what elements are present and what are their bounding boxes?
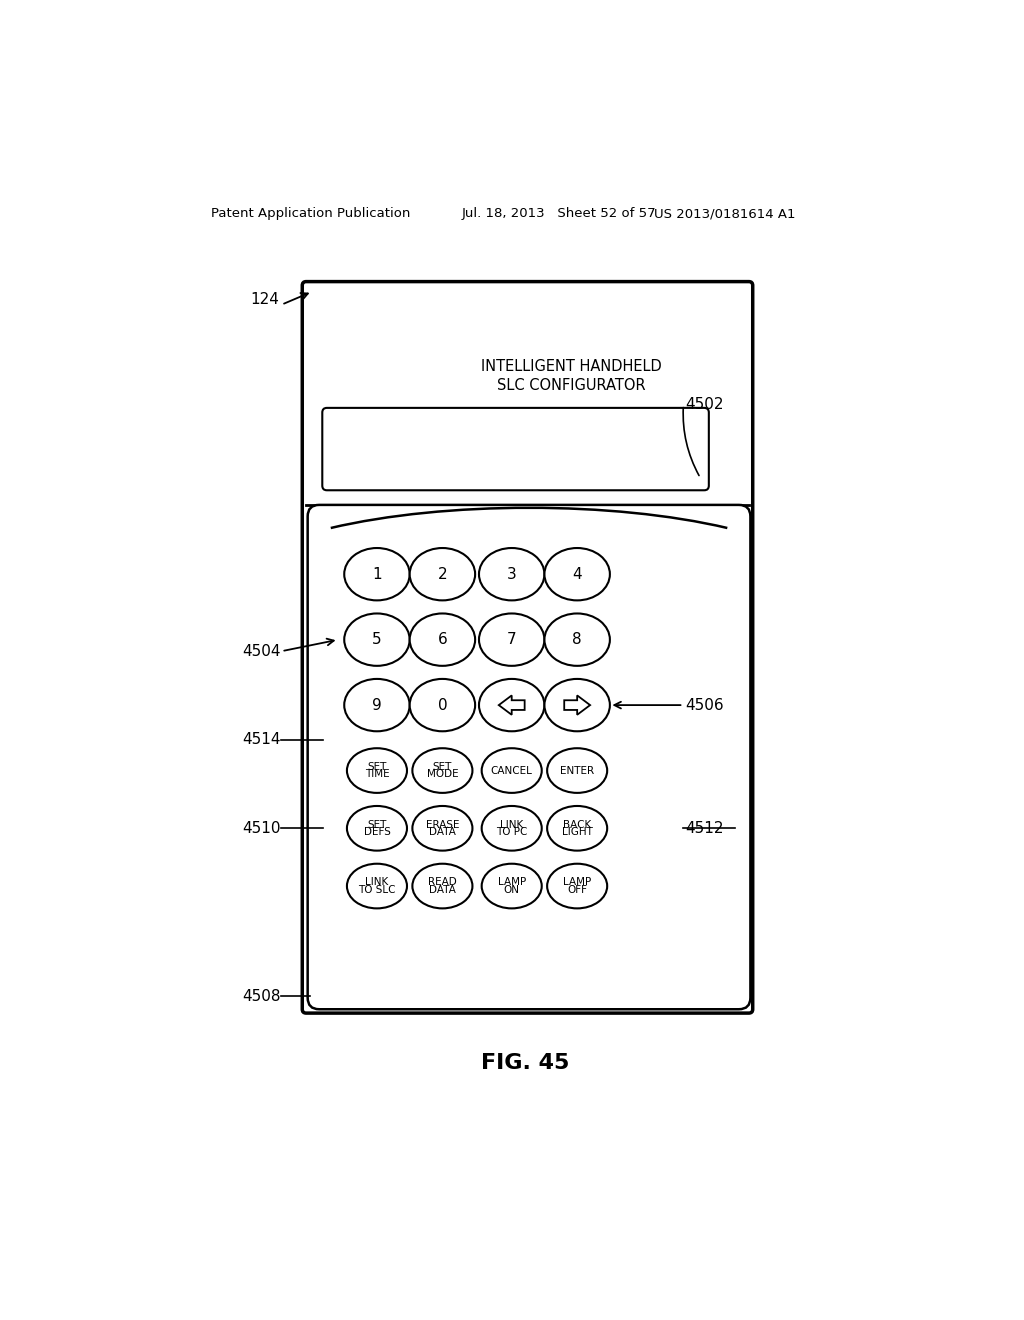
Ellipse shape bbox=[545, 548, 610, 601]
Ellipse shape bbox=[479, 548, 545, 601]
Text: OFF: OFF bbox=[567, 884, 587, 895]
Text: SLC CONFIGURATOR: SLC CONFIGURATOR bbox=[498, 378, 646, 393]
Text: 4506: 4506 bbox=[685, 697, 724, 713]
Text: 4502: 4502 bbox=[685, 397, 724, 412]
Text: LINK: LINK bbox=[500, 820, 523, 830]
Ellipse shape bbox=[347, 748, 407, 793]
Text: 4: 4 bbox=[572, 566, 582, 582]
Ellipse shape bbox=[547, 863, 607, 908]
Text: LAMP: LAMP bbox=[563, 878, 591, 887]
Text: 6: 6 bbox=[437, 632, 447, 647]
Text: 3: 3 bbox=[507, 566, 516, 582]
Ellipse shape bbox=[410, 614, 475, 665]
Ellipse shape bbox=[413, 748, 472, 793]
Text: 5: 5 bbox=[372, 632, 382, 647]
Ellipse shape bbox=[481, 807, 542, 850]
Text: Jul. 18, 2013   Sheet 52 of 57: Jul. 18, 2013 Sheet 52 of 57 bbox=[462, 207, 656, 220]
Text: SET: SET bbox=[368, 820, 387, 830]
Ellipse shape bbox=[347, 807, 407, 850]
Text: DATA: DATA bbox=[429, 826, 456, 837]
Text: 8: 8 bbox=[572, 632, 582, 647]
Text: 9: 9 bbox=[372, 697, 382, 713]
FancyBboxPatch shape bbox=[323, 408, 709, 490]
Polygon shape bbox=[499, 696, 524, 715]
Text: 4510: 4510 bbox=[243, 821, 281, 836]
Text: 4504: 4504 bbox=[243, 644, 281, 659]
Text: SET: SET bbox=[368, 762, 387, 772]
Text: 4514: 4514 bbox=[243, 733, 281, 747]
Text: ENTER: ENTER bbox=[560, 766, 594, 776]
Ellipse shape bbox=[481, 748, 542, 793]
Ellipse shape bbox=[410, 678, 475, 731]
Text: 124: 124 bbox=[250, 292, 280, 306]
Text: CANCEL: CANCEL bbox=[490, 766, 532, 776]
Ellipse shape bbox=[344, 678, 410, 731]
Text: LIGHT: LIGHT bbox=[562, 826, 593, 837]
FancyBboxPatch shape bbox=[307, 506, 751, 1010]
Text: LAMP: LAMP bbox=[498, 878, 526, 887]
Ellipse shape bbox=[344, 614, 410, 665]
Ellipse shape bbox=[545, 678, 610, 731]
Text: INTELLIGENT HANDHELD: INTELLIGENT HANDHELD bbox=[481, 359, 663, 374]
Ellipse shape bbox=[547, 807, 607, 850]
Text: 1: 1 bbox=[372, 566, 382, 582]
Polygon shape bbox=[564, 696, 590, 715]
Text: READ: READ bbox=[428, 878, 457, 887]
Ellipse shape bbox=[547, 748, 607, 793]
Text: TO SLC: TO SLC bbox=[358, 884, 395, 895]
Text: 4508: 4508 bbox=[243, 989, 281, 1003]
Text: ERASE: ERASE bbox=[426, 820, 459, 830]
Text: FIG. 45: FIG. 45 bbox=[480, 1053, 569, 1073]
Text: ON: ON bbox=[504, 884, 520, 895]
Ellipse shape bbox=[545, 614, 610, 665]
Ellipse shape bbox=[479, 678, 545, 731]
Text: DATA: DATA bbox=[429, 884, 456, 895]
Text: TO PC: TO PC bbox=[496, 826, 527, 837]
Text: 0: 0 bbox=[437, 697, 447, 713]
FancyBboxPatch shape bbox=[302, 281, 753, 1014]
Text: 7: 7 bbox=[507, 632, 516, 647]
Text: Patent Application Publication: Patent Application Publication bbox=[211, 207, 411, 220]
Text: SET: SET bbox=[433, 762, 453, 772]
Ellipse shape bbox=[481, 863, 542, 908]
Text: BACK: BACK bbox=[563, 820, 591, 830]
Ellipse shape bbox=[347, 863, 407, 908]
Ellipse shape bbox=[413, 807, 472, 850]
Text: DEFS: DEFS bbox=[364, 826, 390, 837]
Text: 4512: 4512 bbox=[685, 821, 724, 836]
Text: US 2013/0181614 A1: US 2013/0181614 A1 bbox=[654, 207, 796, 220]
Ellipse shape bbox=[413, 863, 472, 908]
Text: LINK: LINK bbox=[366, 878, 388, 887]
Text: MODE: MODE bbox=[427, 770, 458, 779]
Ellipse shape bbox=[410, 548, 475, 601]
Text: 2: 2 bbox=[437, 566, 447, 582]
Ellipse shape bbox=[344, 548, 410, 601]
Text: TIME: TIME bbox=[365, 770, 389, 779]
Ellipse shape bbox=[479, 614, 545, 665]
